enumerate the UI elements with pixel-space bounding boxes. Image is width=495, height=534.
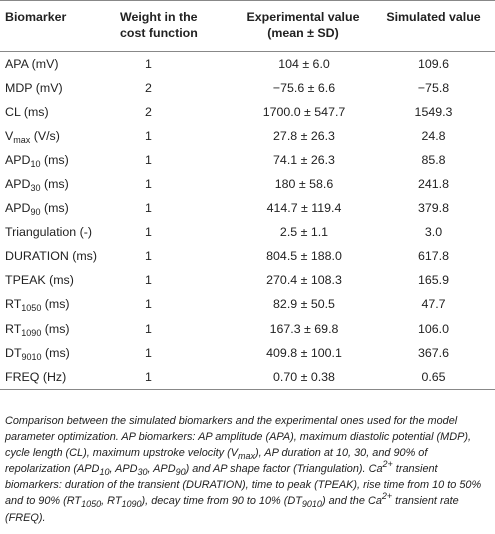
weight-value: 1	[145, 249, 152, 264]
header-biomarker: Biomarker	[0, 1, 113, 52]
biomarker-name: DT9010 (ms)	[5, 345, 70, 362]
biomarker-name: APD10 (ms)	[5, 152, 69, 169]
weight-value: 1	[145, 152, 152, 167]
table-row: Vmax (V/s) 1 27.8 ± 26.3 24.8	[0, 124, 495, 148]
experimental-value: 270.4 ± 108.3	[266, 273, 342, 288]
simulated-value: 617.8	[417, 249, 449, 264]
simulated-value: 106.0	[417, 321, 449, 336]
table-row: RT1090 (ms) 1 167.3 ± 69.8 106.0	[0, 317, 495, 341]
experimental-value: 2.5 ± 1.1	[279, 225, 329, 240]
simulated-value: 85.8	[421, 152, 446, 167]
weight-value: 1	[145, 297, 152, 312]
simulated-value: −75.8	[417, 80, 450, 95]
experimental-value: 104 ± 6.0	[278, 56, 330, 71]
table-row: DT9010 (ms) 1 409.8 ± 100.1 367.6	[0, 341, 495, 365]
biomarker-name: RT1050 (ms)	[5, 297, 70, 314]
biomarker-name: FREQ (Hz)	[0, 364, 113, 390]
simulated-value: 24.8	[421, 128, 446, 143]
table-row: DURATION (ms) 1 804.5 ± 188.0 617.8	[0, 244, 495, 268]
table-row: MDP (mV) 2 −75.6 ± 6.6 −75.8	[0, 76, 495, 100]
biomarker-name: APD90 (ms)	[5, 201, 69, 218]
weight-value: 1	[145, 321, 152, 336]
weight-value: 2	[145, 104, 152, 119]
simulated-value: 1549.3	[414, 104, 453, 119]
experimental-value: 0.70 ± 0.38	[228, 364, 372, 390]
weight-value: 1	[113, 364, 228, 390]
biomarker-table: Biomarker Weight in the cost function Exp…	[0, 0, 495, 390]
experimental-value: 74.1 ± 26.3	[273, 152, 335, 167]
weight-value: 1	[145, 56, 152, 71]
table-row: TPEAK (ms) 1 270.4 ± 108.3 165.9	[0, 268, 495, 292]
simulated-value: 367.6	[417, 345, 449, 360]
experimental-value: 167.3 ± 69.8	[269, 321, 339, 336]
simulated-value: 0.65	[372, 364, 495, 390]
biomarker-name: APA (mV)	[5, 56, 59, 71]
experimental-value: 409.8 ± 100.1	[266, 345, 342, 360]
simulated-value: 47.7	[421, 297, 446, 312]
weight-value: 1	[145, 177, 152, 192]
table-row: APA (mV) 1 104 ± 6.0 109.6	[0, 51, 495, 76]
weight-value: 1	[145, 273, 152, 288]
header-simulated: Simulated value	[372, 1, 495, 52]
table-row: RT1050 (ms) 1 82.9 ± 50.5 47.7	[0, 292, 495, 316]
experimental-value: 414.7 ± 119.4	[266, 201, 342, 216]
table-header-row: Biomarker Weight in the cost function Exp…	[0, 1, 495, 52]
header-experimental: Experimental value (mean ± SD)	[228, 1, 372, 52]
simulated-value: 109.6	[417, 56, 449, 71]
table-row: FREQ (Hz) 1 0.70 ± 0.38 0.65	[0, 364, 495, 390]
table-row: Triangulation (-) 1 2.5 ± 1.1 3.0	[0, 220, 495, 244]
experimental-value: −75.6 ± 6.6	[272, 80, 336, 95]
header-weight: Weight in the cost function	[113, 1, 228, 52]
experimental-value: 180 ± 58.6	[274, 177, 334, 192]
simulated-value: 165.9	[417, 273, 449, 288]
biomarker-name: TPEAK (ms)	[5, 273, 74, 288]
table-row: CL (ms) 2 1700.0 ± 547.7 1549.3	[0, 100, 495, 124]
biomarker-name: RT1090 (ms)	[5, 321, 70, 338]
table-row: APD30 (ms) 1 180 ± 58.6 241.8	[0, 172, 495, 196]
biomarker-name: Vmax (V/s)	[5, 128, 60, 145]
biomarker-name: Triangulation (-)	[5, 225, 92, 240]
biomarker-name: CL (ms)	[5, 104, 49, 119]
experimental-value: 1700.0 ± 547.7	[262, 104, 346, 119]
simulated-value: 379.8	[417, 201, 449, 216]
biomarker-name: DURATION (ms)	[5, 249, 97, 264]
weight-value: 1	[145, 128, 152, 143]
weight-value: 2	[145, 80, 152, 95]
biomarker-name: APD30 (ms)	[5, 177, 69, 194]
table-row: APD10 (ms) 1 74.1 ± 26.3 85.8	[0, 148, 495, 172]
experimental-value: 27.8 ± 26.3	[273, 128, 335, 143]
weight-value: 1	[145, 225, 152, 240]
table-caption: Comparison between the simulated biomark…	[5, 415, 482, 524]
biomarker-name: MDP (mV)	[5, 80, 63, 95]
experimental-value: 82.9 ± 50.5	[273, 297, 335, 312]
table-row: APD90 (ms) 1 414.7 ± 119.4 379.8	[0, 196, 495, 220]
simulated-value: 3.0	[424, 225, 443, 240]
simulated-value: 241.8	[417, 177, 449, 192]
experimental-value: 804.5 ± 188.0	[266, 249, 342, 264]
weight-value: 1	[145, 201, 152, 216]
weight-value: 1	[145, 345, 152, 360]
